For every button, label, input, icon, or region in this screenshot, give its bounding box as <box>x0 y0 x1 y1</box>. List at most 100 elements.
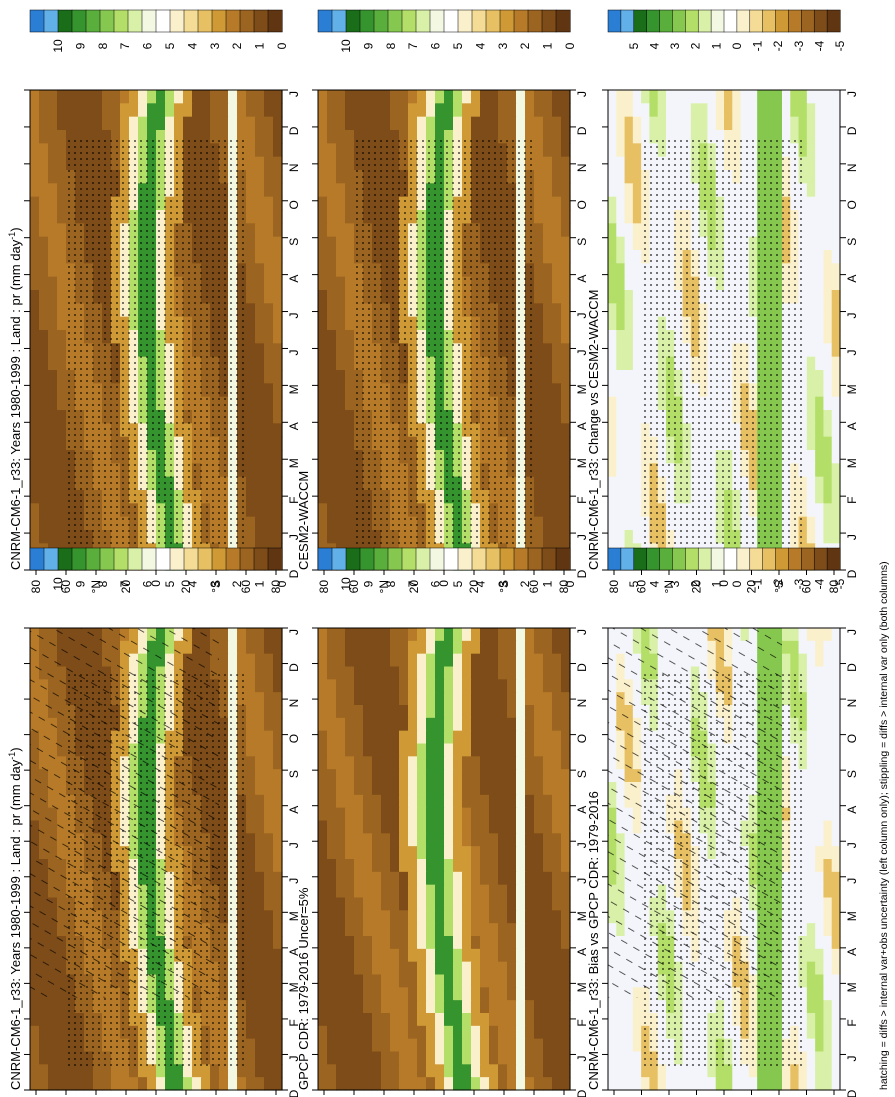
heat-cell <box>363 961 373 976</box>
heat-cell <box>417 692 427 706</box>
heat-cell <box>246 961 256 976</box>
heat-cell <box>453 961 463 976</box>
heat-cell <box>57 356 67 371</box>
heat-cell <box>489 833 499 847</box>
heat-cell <box>345 503 355 518</box>
heat-cell <box>66 1064 76 1078</box>
heat-cell <box>561 1038 571 1053</box>
heat-cell <box>534 276 544 291</box>
heat-cell <box>255 530 265 544</box>
heat-cell <box>426 116 436 131</box>
panel-title: CESM2-WACCM <box>296 471 311 570</box>
heat-cell <box>336 640 346 655</box>
heat-cell <box>255 343 265 358</box>
panel-4: DJFMAMJJASONDJ8060°N20020°S6080CNRM-CM6-… <box>586 627 859 1097</box>
heat-cell <box>471 974 481 988</box>
heat-cell <box>525 769 535 783</box>
heat-cell <box>345 250 355 264</box>
heat-cell <box>507 1077 517 1091</box>
heat-cell <box>399 1077 409 1091</box>
heat-cell <box>228 116 238 131</box>
heat-cell <box>390 859 400 873</box>
heat-cell <box>336 210 346 224</box>
heat-cell <box>237 666 247 680</box>
heat-cell <box>336 130 346 144</box>
heat-cell <box>246 743 256 757</box>
heat-cell <box>471 987 481 1001</box>
heat-cell <box>327 807 337 822</box>
heat-cell <box>273 769 283 783</box>
heat-cell <box>363 628 373 642</box>
heat-cell <box>264 692 274 706</box>
heat-cell <box>30 90 40 104</box>
heat-cell <box>543 871 553 886</box>
month-label: S <box>287 238 301 246</box>
heat-cell <box>336 476 346 491</box>
heat-cell <box>435 884 445 899</box>
heat-cell <box>120 90 130 104</box>
heat-cell <box>561 303 571 318</box>
heat-cell <box>453 692 463 706</box>
heat-cell <box>30 1013 40 1027</box>
heat-cell <box>525 961 535 976</box>
heat-cell <box>273 263 283 278</box>
heat-cell <box>444 692 454 706</box>
heat-cell <box>552 356 562 371</box>
heat-cell <box>561 948 571 963</box>
heat-cell <box>806 653 816 668</box>
heat-cell <box>318 156 328 171</box>
heat-cell <box>525 116 535 131</box>
heat-cell <box>246 871 256 886</box>
heat-cell <box>408 692 418 706</box>
heat-cell <box>228 90 238 104</box>
month-label: S <box>287 770 301 778</box>
heat-cell <box>327 383 337 398</box>
month-label: J <box>287 91 301 97</box>
heat-cell <box>408 987 418 1001</box>
heat-cell <box>471 794 481 809</box>
heat-cell <box>552 156 562 171</box>
heat-cell <box>372 769 382 783</box>
heat-cell <box>30 1064 40 1078</box>
heat-cell <box>156 90 166 104</box>
heat-cell <box>255 503 265 518</box>
heat-cell <box>363 653 373 668</box>
heat-cell <box>327 679 337 693</box>
heat-cell <box>363 90 373 104</box>
heat-cell <box>345 236 355 251</box>
heat-cell <box>390 1077 400 1091</box>
heat-cell <box>561 628 571 642</box>
heat-cell <box>543 730 553 745</box>
heat-cell <box>823 846 833 860</box>
heat-cell <box>327 859 337 873</box>
heat-cell <box>48 290 58 304</box>
heat-cell <box>390 1000 400 1014</box>
heat-cell <box>498 116 508 131</box>
heat-cell <box>345 794 355 809</box>
heat-cell <box>372 653 382 668</box>
heat-cell <box>462 1064 472 1078</box>
heat-cell <box>318 717 328 732</box>
heat-cell <box>498 743 508 757</box>
heat-cell <box>30 196 40 211</box>
heat-cell <box>399 756 409 770</box>
heat-cell <box>507 653 517 668</box>
heat-cell <box>561 290 571 304</box>
heat-cell <box>823 859 833 873</box>
heat-cell <box>534 910 544 924</box>
heat-cell <box>462 1000 472 1014</box>
heat-cell <box>66 1077 76 1091</box>
heat-cell <box>30 130 40 144</box>
heat-cell <box>255 410 265 424</box>
heat-cell <box>516 910 526 924</box>
heat-cell <box>444 884 454 899</box>
heat-cell <box>372 961 382 976</box>
heat-cell <box>552 910 562 924</box>
heat-cell <box>790 640 800 655</box>
heat-cell <box>336 183 346 198</box>
heat-cell <box>417 948 427 963</box>
heat-cell <box>462 807 472 822</box>
heat-cell <box>552 530 562 544</box>
heat-cell <box>165 1077 175 1091</box>
heat-cell <box>444 653 454 668</box>
